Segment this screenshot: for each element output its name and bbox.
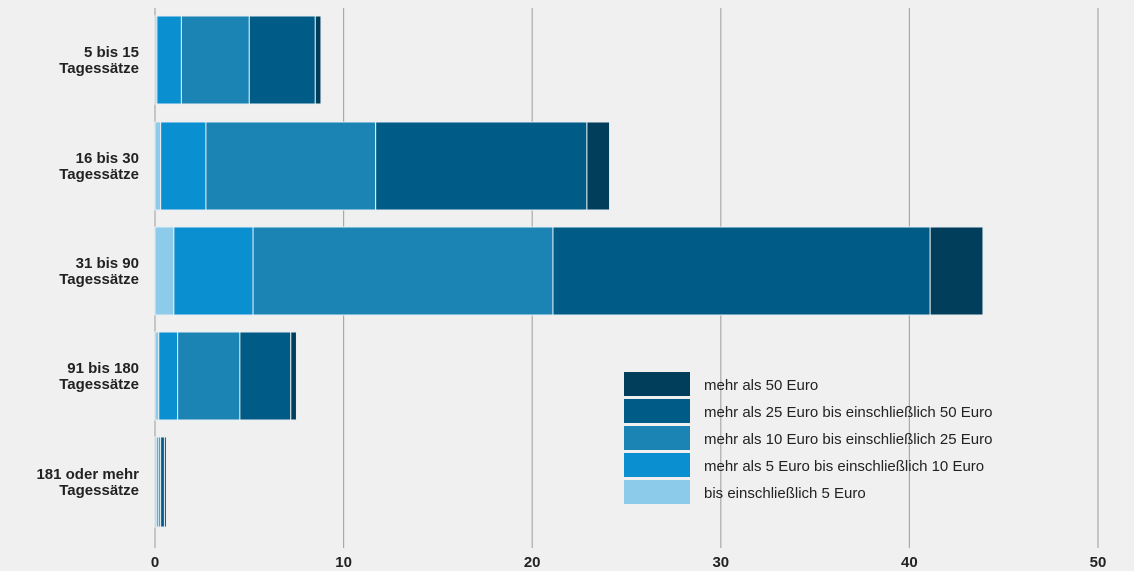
legend-swatch: [624, 426, 690, 450]
legend-swatch: [624, 372, 690, 396]
bar-segment: [160, 436, 165, 528]
bar-segment: [252, 226, 554, 316]
legend: mehr als 50 Euro mehr als 25 Euro bis ein…: [624, 372, 992, 504]
legend-swatch: [624, 480, 690, 504]
legend-label: mehr als 50 Euro: [704, 377, 818, 394]
bar-segment: [586, 121, 611, 211]
y-category-label: 31 bis 90 Tagessätze: [59, 255, 139, 288]
legend-label: mehr als 10 Euro bis einschließlich 25 E…: [704, 431, 992, 448]
legend-label: mehr als 5 Euro bis einschließlich 10 Eu…: [704, 458, 984, 475]
bar-segment: [173, 226, 254, 316]
x-tick-label: 30: [712, 554, 729, 571]
bar-segment: [154, 226, 175, 316]
bar-segment: [177, 331, 241, 421]
x-tick-label: 20: [524, 554, 541, 571]
y-category-label: 181 oder mehr Tagessätze: [36, 466, 139, 499]
bar-segment: [314, 15, 322, 105]
x-tick-label: 40: [901, 554, 918, 571]
axes: 0 10 20 30 40 50 5 bis 15 Tagessätze 16 bis 30 Ta…: [36, 44, 1106, 571]
bar-segment: [154, 121, 162, 211]
bar-segment: [375, 121, 588, 211]
y-category-label: 91 bis 180 Tagessätze: [59, 360, 139, 393]
legend-swatch: [624, 453, 690, 477]
bar-segment: [180, 15, 250, 105]
bar-segment: [929, 226, 984, 316]
bar-segment: [156, 15, 182, 105]
bar-segment: [290, 331, 297, 421]
bar-segment: [552, 226, 931, 316]
bar-segment: [160, 121, 207, 211]
legend-label: bis einschließlich 5 Euro: [704, 485, 866, 502]
legend-swatch: [624, 399, 690, 423]
bar-segment: [205, 121, 377, 211]
y-category-label: 5 bis 15 Tagessätze: [59, 44, 139, 77]
x-tick-label: 10: [335, 554, 352, 571]
y-category-label: 16 bis 30 Tagessätze: [59, 150, 139, 183]
bars: [154, 15, 984, 528]
bar-segment: [163, 436, 167, 528]
bar-segment: [154, 331, 160, 421]
bar-segment: [239, 331, 292, 421]
x-tick-label: 50: [1090, 554, 1107, 571]
bar-segment: [158, 331, 179, 421]
bar-segment: [248, 15, 316, 105]
x-tick-label: 0: [151, 554, 159, 571]
legend-label: mehr als 25 Euro bis einschließlich 50 E…: [704, 404, 992, 421]
